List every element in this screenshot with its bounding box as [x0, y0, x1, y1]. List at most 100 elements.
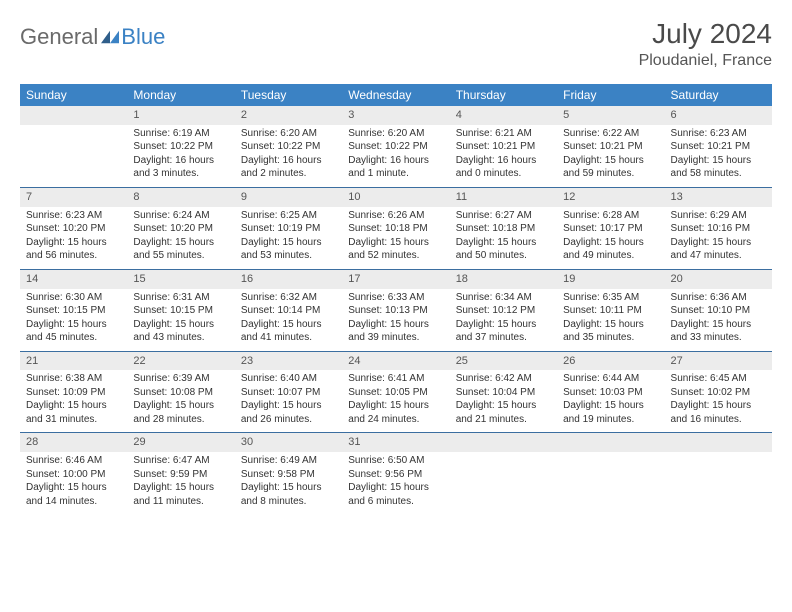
day-number-cell	[450, 433, 557, 452]
day-sunset: Sunset: 9:58 PM	[241, 468, 336, 482]
day-dl2: and 47 minutes.	[671, 249, 766, 263]
day-number-cell: 25	[450, 351, 557, 370]
day-dl1: Daylight: 15 hours	[133, 399, 228, 413]
day-sunrise: Sunrise: 6:39 AM	[133, 372, 228, 386]
day-number-cell	[665, 433, 772, 452]
day-number-cell	[557, 433, 664, 452]
day-dl1: Daylight: 15 hours	[133, 236, 228, 250]
day-dl1: Daylight: 15 hours	[348, 481, 443, 495]
day-dl2: and 33 minutes.	[671, 331, 766, 345]
day-dl1: Daylight: 15 hours	[26, 236, 121, 250]
day-info-cell: Sunrise: 6:29 AMSunset: 10:16 PMDaylight…	[665, 207, 772, 270]
day-sunset: Sunset: 10:00 PM	[26, 468, 121, 482]
day-sunset: Sunset: 9:56 PM	[348, 468, 443, 482]
day-info-cell: Sunrise: 6:23 AMSunset: 10:21 PMDaylight…	[665, 125, 772, 188]
day-info-cell: Sunrise: 6:19 AMSunset: 10:22 PMDaylight…	[127, 125, 234, 188]
day-number-cell: 7	[20, 187, 127, 206]
day-dl1: Daylight: 15 hours	[563, 399, 658, 413]
day-sunrise: Sunrise: 6:40 AM	[241, 372, 336, 386]
day-sunset: Sunset: 10:11 PM	[563, 304, 658, 318]
day-number-cell: 29	[127, 433, 234, 452]
day-info-cell: Sunrise: 6:28 AMSunset: 10:17 PMDaylight…	[557, 207, 664, 270]
day-number-cell: 24	[342, 351, 449, 370]
day-number-cell: 13	[665, 187, 772, 206]
day-info-cell: Sunrise: 6:21 AMSunset: 10:21 PMDaylight…	[450, 125, 557, 188]
day-sunset: Sunset: 10:20 PM	[133, 222, 228, 236]
day-info-cell: Sunrise: 6:40 AMSunset: 10:07 PMDaylight…	[235, 370, 342, 433]
day-dl2: and 53 minutes.	[241, 249, 336, 263]
day-number-cell: 16	[235, 269, 342, 288]
day-number-cell: 2	[235, 106, 342, 125]
day-number-cell: 4	[450, 106, 557, 125]
day-dl2: and 52 minutes.	[348, 249, 443, 263]
day-info-cell: Sunrise: 6:42 AMSunset: 10:04 PMDaylight…	[450, 370, 557, 433]
day-sunrise: Sunrise: 6:23 AM	[671, 127, 766, 141]
day-dl1: Daylight: 15 hours	[563, 318, 658, 332]
day-dl2: and 41 minutes.	[241, 331, 336, 345]
day-dl1: Daylight: 15 hours	[456, 236, 551, 250]
day-info-cell: Sunrise: 6:30 AMSunset: 10:15 PMDaylight…	[20, 289, 127, 352]
day-sunrise: Sunrise: 6:46 AM	[26, 454, 121, 468]
day-number-cell: 9	[235, 187, 342, 206]
day-number-cell: 1	[127, 106, 234, 125]
header: General Blue July 2024 Ploudaniel, Franc…	[20, 18, 772, 70]
day-dl1: Daylight: 15 hours	[348, 399, 443, 413]
day-sunrise: Sunrise: 6:45 AM	[671, 372, 766, 386]
day-dl2: and 58 minutes.	[671, 167, 766, 181]
day-number-cell: 23	[235, 351, 342, 370]
day-dl2: and 14 minutes.	[26, 495, 121, 509]
day-info-cell: Sunrise: 6:22 AMSunset: 10:21 PMDaylight…	[557, 125, 664, 188]
day-number-cell: 5	[557, 106, 664, 125]
day-sunset: Sunset: 10:18 PM	[348, 222, 443, 236]
day-info-cell: Sunrise: 6:36 AMSunset: 10:10 PMDaylight…	[665, 289, 772, 352]
day-dl1: Daylight: 15 hours	[241, 318, 336, 332]
day-sunrise: Sunrise: 6:35 AM	[563, 291, 658, 305]
day-sunrise: Sunrise: 6:30 AM	[26, 291, 121, 305]
day-sunset: Sunset: 10:21 PM	[563, 140, 658, 154]
day-sunrise: Sunrise: 6:28 AM	[563, 209, 658, 223]
day-sunset: Sunset: 10:17 PM	[563, 222, 658, 236]
day-info-cell	[557, 452, 664, 514]
day-info-row: Sunrise: 6:46 AMSunset: 10:00 PM Daylight…	[20, 452, 772, 514]
weekday-header: Monday	[127, 84, 234, 106]
day-info-cell: Sunrise: 6:45 AMSunset: 10:02 PMDaylight…	[665, 370, 772, 433]
day-info-cell: Sunrise: 6:33 AMSunset: 10:13 PMDaylight…	[342, 289, 449, 352]
day-sunset: Sunset: 10:22 PM	[348, 140, 443, 154]
day-sunrise: Sunrise: 6:23 AM	[26, 209, 121, 223]
day-sunset: Sunset: 10:07 PM	[241, 386, 336, 400]
day-dl1: Daylight: 15 hours	[671, 154, 766, 168]
day-info-row: Sunrise: 6:30 AMSunset: 10:15 PMDaylight…	[20, 289, 772, 352]
day-dl1: Daylight: 16 hours	[241, 154, 336, 168]
day-sunset: Sunset: 10:16 PM	[671, 222, 766, 236]
day-sunset: Sunset: 10:10 PM	[671, 304, 766, 318]
day-sunrise: Sunrise: 6:25 AM	[241, 209, 336, 223]
day-info-cell: Sunrise: 6:27 AMSunset: 10:18 PMDaylight…	[450, 207, 557, 270]
title-block: July 2024 Ploudaniel, France	[639, 18, 772, 70]
day-info-row: Sunrise: 6:23 AMSunset: 10:20 PMDaylight…	[20, 207, 772, 270]
day-sunset: Sunset: 10:04 PM	[456, 386, 551, 400]
day-info-cell: Sunrise: 6:41 AMSunset: 10:05 PMDaylight…	[342, 370, 449, 433]
day-info-cell: Sunrise: 6:32 AMSunset: 10:14 PMDaylight…	[235, 289, 342, 352]
day-sunrise: Sunrise: 6:26 AM	[348, 209, 443, 223]
day-dl1: Daylight: 15 hours	[671, 236, 766, 250]
day-dl2: and 37 minutes.	[456, 331, 551, 345]
day-info-row: Sunrise: 6:19 AMSunset: 10:22 PMDaylight…	[20, 125, 772, 188]
day-dl2: and 11 minutes.	[133, 495, 228, 509]
day-dl1: Daylight: 16 hours	[348, 154, 443, 168]
day-number-cell: 10	[342, 187, 449, 206]
day-dl1: Daylight: 15 hours	[671, 399, 766, 413]
day-info-cell: Sunrise: 6:23 AMSunset: 10:20 PMDaylight…	[20, 207, 127, 270]
day-number-row: 123456	[20, 106, 772, 125]
day-sunset: Sunset: 10:08 PM	[133, 386, 228, 400]
day-sunrise: Sunrise: 6:20 AM	[241, 127, 336, 141]
day-dl2: and 1 minute.	[348, 167, 443, 181]
day-dl1: Daylight: 16 hours	[456, 154, 551, 168]
day-dl1: Daylight: 15 hours	[671, 318, 766, 332]
day-sunset: Sunset: 10:22 PM	[133, 140, 228, 154]
day-dl2: and 56 minutes.	[26, 249, 121, 263]
day-info-cell: Sunrise: 6:20 AMSunset: 10:22 PMDaylight…	[342, 125, 449, 188]
calendar-table: Sunday Monday Tuesday Wednesday Thursday…	[20, 84, 772, 514]
day-number-cell: 30	[235, 433, 342, 452]
day-dl1: Daylight: 15 hours	[26, 399, 121, 413]
day-sunrise: Sunrise: 6:20 AM	[348, 127, 443, 141]
